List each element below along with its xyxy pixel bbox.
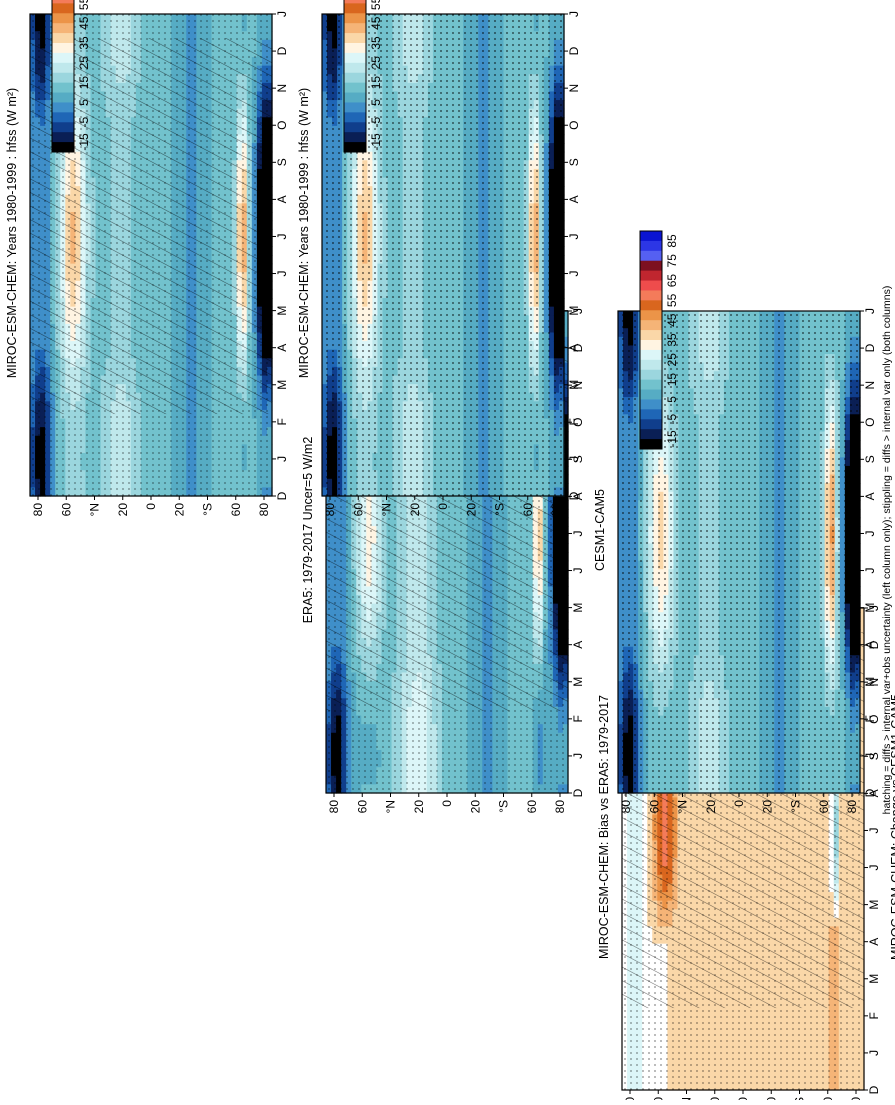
- month-tick-label: M: [275, 380, 289, 390]
- colorbar-swatch: [52, 63, 74, 73]
- colorbar-swatch: [52, 33, 74, 43]
- colorbar-label: -15: [77, 133, 91, 151]
- colorbar-swatch: [52, 53, 74, 63]
- month-tick-label: N: [275, 84, 289, 93]
- chart-panel-1: MIROC-ESM-CHEM: Years 1980-1999 : hfss (…: [5, 0, 289, 516]
- colorbar-label: 45: [77, 16, 91, 30]
- colorbar-swatch: [52, 73, 74, 83]
- colorbar-label: -5: [77, 117, 91, 128]
- colorbar-swatch: [52, 43, 74, 53]
- chart-title: MIROC-ESM-CHEM: Years 1980-1999 : hfss (…: [5, 88, 19, 378]
- lat-tick-label: 20: [116, 503, 130, 517]
- lat-tick-label: 0: [144, 503, 158, 510]
- colorbar-swatch: [52, 102, 74, 112]
- lat-tick-label: 80: [257, 503, 271, 517]
- lat-tick-label: 80: [31, 503, 45, 517]
- lat-tick-label: °N: [88, 503, 102, 516]
- colorbar-label: 15: [77, 76, 91, 90]
- lat-tick-label: 20: [172, 503, 186, 517]
- month-tick-label: S: [275, 158, 289, 166]
- colorbar-swatch: [52, 142, 74, 152]
- month-tick-label: A: [275, 195, 289, 203]
- month-tick-label: O: [275, 121, 289, 130]
- chart-title: ERA5: 1979-2017 Uncer=5 W/m2: [301, 437, 315, 624]
- month-tick-label: J: [275, 456, 289, 462]
- colorbar-swatch: [52, 132, 74, 142]
- month-tick-label: J: [275, 271, 289, 277]
- colorbar-swatch: [52, 13, 74, 23]
- colorbar-label: 25: [77, 56, 91, 70]
- month-tick-label: J: [275, 11, 289, 17]
- colorbar-swatch: [52, 23, 74, 33]
- month-tick-label: M: [275, 306, 289, 316]
- colorbar-label: 5: [77, 99, 91, 106]
- colorbar-swatch: [52, 93, 74, 103]
- month-tick-label: F: [275, 418, 289, 425]
- colorbar-swatch: [52, 83, 74, 93]
- month-tick-label: D: [275, 491, 289, 500]
- colorbar-swatch: [52, 3, 74, 13]
- lat-tick-label: 60: [229, 503, 243, 517]
- colorbar-swatch: [52, 112, 74, 122]
- colorbar-swatch: [52, 0, 74, 4]
- lat-tick-label: °S: [201, 503, 215, 516]
- month-tick-label: A: [275, 344, 289, 352]
- colorbar-label: 55: [77, 0, 91, 10]
- colorbar-label: 35: [77, 36, 91, 50]
- colorbar-swatch: [52, 122, 74, 132]
- lat-tick-label: 60: [59, 503, 73, 517]
- month-tick-label: D: [275, 46, 289, 55]
- month-tick-label: J: [275, 233, 289, 239]
